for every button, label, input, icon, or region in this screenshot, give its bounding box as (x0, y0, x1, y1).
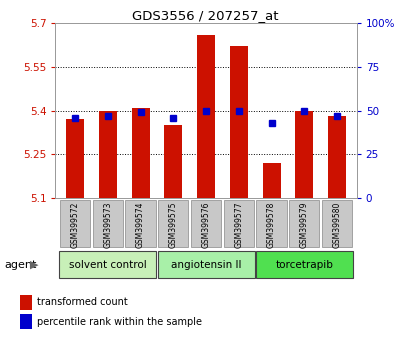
FancyBboxPatch shape (60, 200, 90, 247)
Text: GSM399578: GSM399578 (266, 202, 275, 248)
Text: ▶: ▶ (29, 259, 38, 270)
Bar (164, 125, 182, 198)
Text: transformed count: transformed count (37, 297, 128, 307)
Bar (99, 110, 117, 198)
Bar (197, 35, 214, 198)
Text: agent: agent (4, 259, 36, 270)
FancyBboxPatch shape (223, 200, 253, 247)
Text: GSM399573: GSM399573 (103, 202, 112, 249)
FancyBboxPatch shape (256, 200, 286, 247)
Text: GSM399580: GSM399580 (332, 202, 341, 248)
Bar (20, 295, 31, 309)
FancyBboxPatch shape (321, 200, 351, 247)
FancyBboxPatch shape (125, 200, 155, 247)
Bar (262, 163, 280, 198)
FancyBboxPatch shape (255, 251, 352, 279)
FancyBboxPatch shape (191, 200, 220, 247)
Text: GDS3556 / 207257_at: GDS3556 / 207257_at (131, 9, 278, 22)
Text: GSM399574: GSM399574 (136, 202, 145, 249)
Bar (294, 110, 312, 198)
FancyBboxPatch shape (158, 200, 188, 247)
FancyBboxPatch shape (59, 251, 156, 279)
Text: solvent control: solvent control (69, 259, 146, 270)
Bar (66, 119, 84, 198)
FancyBboxPatch shape (288, 200, 319, 247)
Text: angiotensin II: angiotensin II (171, 259, 240, 270)
Text: GSM399576: GSM399576 (201, 202, 210, 249)
Bar (229, 46, 247, 198)
Text: GSM399579: GSM399579 (299, 202, 308, 249)
Bar (327, 116, 345, 198)
Text: GSM399575: GSM399575 (169, 202, 178, 249)
Text: torcetrapib: torcetrapib (275, 259, 333, 270)
FancyBboxPatch shape (92, 200, 123, 247)
Text: GSM399577: GSM399577 (234, 202, 243, 249)
Text: percentile rank within the sample: percentile rank within the sample (37, 316, 202, 327)
FancyBboxPatch shape (157, 251, 254, 279)
Bar (131, 108, 149, 198)
Bar (20, 314, 31, 329)
Text: GSM399572: GSM399572 (70, 202, 79, 248)
